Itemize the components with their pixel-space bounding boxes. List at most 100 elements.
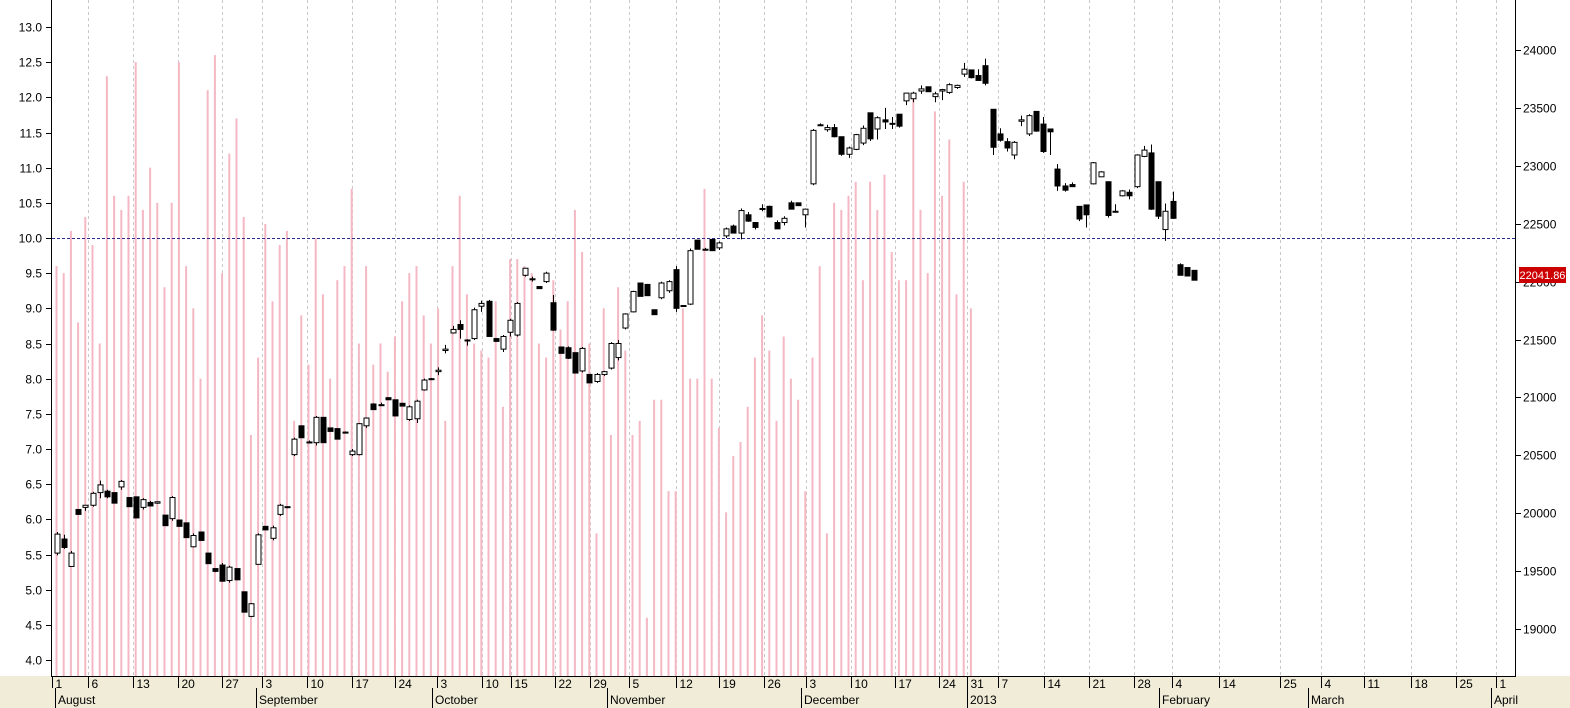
candle-body-down — [925, 86, 932, 93]
date-tick-label: 29 — [594, 677, 608, 691]
volume-bar — [199, 378, 202, 676]
volume-bar — [962, 181, 965, 676]
candle-body-up — [270, 527, 277, 539]
candle — [608, 342, 615, 370]
candle-body-up — [306, 441, 313, 444]
candle-body-down — [320, 416, 327, 444]
candle-body-up — [522, 267, 529, 276]
volume-bar — [336, 280, 339, 676]
left-axis-tick-label: 4.0 — [25, 654, 42, 668]
candle-body-up — [118, 480, 125, 488]
candle — [198, 531, 205, 541]
right-axis-tick-label: 20500 — [1523, 449, 1557, 463]
candle — [126, 497, 133, 508]
candle — [946, 83, 953, 94]
candle-body-up — [277, 504, 284, 515]
volume-bar — [919, 209, 922, 676]
candle — [349, 449, 356, 457]
candle-body-up — [666, 281, 673, 292]
volume-bar — [321, 294, 324, 676]
candle-body-down — [464, 339, 471, 342]
candle — [442, 344, 449, 354]
left-axis-tick-label: 6.0 — [25, 513, 42, 527]
candle-body-up — [954, 84, 961, 88]
candle — [1112, 204, 1119, 213]
left-axis-tick-label: 6.5 — [25, 478, 42, 492]
month-label: November — [610, 693, 665, 707]
candle-body-up — [68, 552, 75, 567]
candle-body-up — [860, 127, 867, 144]
date-tick-label: 1 — [1500, 677, 1507, 691]
candle — [154, 501, 161, 504]
volume-bar — [811, 357, 814, 676]
candle-body-up — [255, 534, 262, 565]
volume-bar — [415, 266, 418, 676]
candle-body-down — [111, 492, 118, 504]
candle — [248, 603, 255, 618]
candle — [284, 506, 291, 509]
left-axis-tick-label: 8.5 — [25, 338, 42, 352]
candle — [1033, 110, 1040, 132]
left-axis-tick-label: 12.5 — [19, 56, 43, 70]
candle — [1047, 128, 1054, 156]
volume-bar — [797, 399, 800, 676]
candle — [831, 124, 838, 138]
volume-bar — [941, 195, 944, 677]
candle-body-down — [392, 399, 399, 417]
date-tick-label: 11 — [1368, 677, 1381, 691]
candle — [205, 552, 212, 565]
candle — [817, 123, 824, 127]
candle-body-down — [1040, 123, 1047, 152]
candle — [342, 431, 349, 434]
candle — [788, 200, 795, 210]
candle-body-up — [363, 417, 370, 427]
candle — [579, 347, 586, 373]
candle — [133, 496, 140, 519]
candle-body-up — [824, 127, 831, 131]
candle-body-down — [817, 124, 824, 127]
volume-bar — [552, 280, 555, 676]
candle — [1011, 140, 1018, 160]
candle — [378, 402, 385, 407]
volume-bar — [473, 343, 476, 676]
candle-body-up — [723, 228, 730, 237]
volume-bar — [307, 364, 310, 676]
candle — [1177, 263, 1184, 276]
volume-bar — [861, 280, 864, 676]
month-label: December — [804, 693, 859, 707]
candle-body-up — [514, 302, 521, 336]
candle-body-up — [471, 309, 478, 340]
volume-bar — [660, 399, 663, 676]
volume-bar — [969, 308, 972, 676]
candle-body-down — [774, 222, 781, 230]
candle — [716, 241, 723, 250]
volume-bar — [869, 181, 872, 676]
volume-bar — [494, 301, 497, 676]
candle-body-up — [608, 343, 615, 369]
volume-bar — [141, 209, 144, 676]
candle-body-down — [147, 501, 154, 507]
candle-body-down — [399, 402, 406, 407]
candle — [320, 416, 327, 444]
date-tick-label: 13 — [137, 677, 151, 691]
candle — [882, 107, 889, 129]
candle — [889, 117, 896, 129]
candle — [558, 346, 565, 354]
volume-bar — [854, 181, 857, 676]
volume-bar — [213, 55, 216, 676]
candle-body-down — [493, 338, 500, 342]
candle-body-down — [370, 403, 377, 411]
candle-body-down — [1105, 181, 1112, 216]
candle-body-up — [349, 450, 356, 456]
volume-bar — [228, 153, 231, 677]
last-price-marker: 22041.86 — [1519, 267, 1566, 283]
volume-bar — [516, 259, 519, 676]
candle — [61, 534, 68, 549]
right-axis-tick-label: 21000 — [1523, 391, 1557, 405]
volume-bar — [703, 188, 706, 676]
candle — [522, 267, 529, 277]
candle — [147, 501, 154, 507]
candle — [1040, 117, 1047, 153]
volume-bar — [206, 90, 209, 677]
